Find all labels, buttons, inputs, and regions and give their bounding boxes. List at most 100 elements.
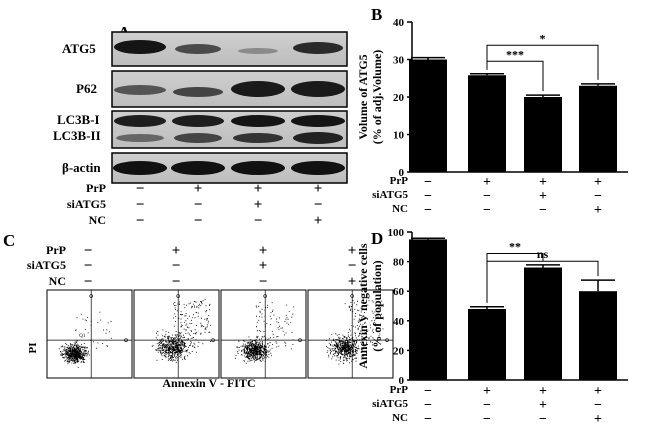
treatment-table-d: PrP siATG5 NC − + + +− − + −− − − + xyxy=(372,384,602,427)
treatment-sign: − xyxy=(194,197,203,213)
y-tick-label: 0 xyxy=(399,375,405,387)
band xyxy=(171,161,225,175)
flow-plots: Q1 xyxy=(46,289,394,379)
y-tick-label: 20 xyxy=(393,92,405,104)
quadrant-label: Q1 xyxy=(79,334,86,339)
treatment-sign: − xyxy=(483,398,491,413)
gate-marker xyxy=(89,294,93,298)
flow-xlabel: Annexin V - FITC xyxy=(162,376,255,390)
significance-label: *** xyxy=(506,47,524,61)
band xyxy=(175,44,221,54)
significance-bracket xyxy=(486,44,599,80)
treatment-label-siatg5: siATG5 xyxy=(372,398,408,410)
treatment-label-siatg5: siATG5 xyxy=(27,258,66,272)
treatment-sign: − xyxy=(594,189,602,204)
treatment-sign: − xyxy=(483,189,491,204)
band xyxy=(233,133,283,143)
treatment-sign: + xyxy=(594,384,602,399)
treatment-sign: − xyxy=(424,384,432,399)
flow-dots xyxy=(151,299,211,363)
blot-label-beta-actin: β-actin xyxy=(62,160,101,175)
treatment-sign: − xyxy=(483,412,491,427)
chart-d-ylabel-line1: Annexin V negative cells xyxy=(356,243,370,369)
treatment-sign: − xyxy=(539,203,547,218)
chart-d-ylabel-line2: (% of population) xyxy=(370,260,384,351)
treatment-sign: − xyxy=(136,181,145,197)
bar xyxy=(524,97,562,172)
band xyxy=(291,81,345,97)
blot-label-lc3b-ii: LC3B-II xyxy=(53,128,101,143)
bar xyxy=(409,59,447,172)
treatment-sign: + xyxy=(539,398,547,413)
treatment-sign: + xyxy=(594,412,602,427)
bar xyxy=(579,291,617,380)
bar xyxy=(579,85,617,172)
y-tick-label: 20 xyxy=(393,345,405,357)
gate-marker xyxy=(124,338,128,342)
y-tick-label: 10 xyxy=(393,130,405,142)
treatment-sign: − xyxy=(136,197,145,213)
flow-plot-frame xyxy=(307,289,394,379)
blot-label-p62: P62 xyxy=(76,81,97,96)
treatment-sign: + xyxy=(172,243,181,259)
band xyxy=(172,115,224,127)
band xyxy=(174,133,222,143)
treatment-sign: − xyxy=(194,213,203,229)
bar xyxy=(409,239,447,380)
treatment-sign: − xyxy=(172,258,181,274)
band xyxy=(238,48,278,54)
treatment-sign: − xyxy=(539,412,547,427)
y-tick-label: 30 xyxy=(393,55,405,67)
flow-plot-frame xyxy=(133,289,220,379)
bar xyxy=(468,308,506,380)
band xyxy=(114,40,166,54)
chart-b-ylabel-line1: Volume of ATG5 xyxy=(356,54,370,139)
gate-marker xyxy=(385,338,389,342)
treatment-sign: + xyxy=(314,213,323,229)
bar xyxy=(468,75,506,172)
treatment-sign: − xyxy=(259,274,268,290)
treatment-sign: − xyxy=(424,189,432,204)
panel-label-d: D xyxy=(371,229,383,248)
treatment-sign: + xyxy=(483,175,491,190)
treatment-sign: + xyxy=(259,258,268,274)
treatment-sign: − xyxy=(84,243,93,259)
blot-label-lc3b-i: LC3B-I xyxy=(57,112,100,127)
treatment-sign: + xyxy=(314,181,323,197)
band xyxy=(114,115,166,127)
treatment-table-b: PrP siATG5 NC − + + +− − + −− − − + xyxy=(372,175,602,218)
flow-plot-frame xyxy=(220,289,307,379)
y-tick-label: 40 xyxy=(393,316,405,328)
y-tick-label: 40 xyxy=(393,17,405,29)
treatment-sign: − xyxy=(348,258,357,274)
treatment-sign: − xyxy=(136,213,145,229)
band xyxy=(231,161,285,175)
treatment-sign: + xyxy=(348,243,357,259)
treatment-label-nc: NC xyxy=(392,412,408,424)
treatment-sign: − xyxy=(483,203,491,218)
treatment-label-nc: NC xyxy=(89,213,106,227)
treatment-sign: − xyxy=(172,274,181,290)
treatment-label-prp: PrP xyxy=(390,384,409,396)
chart-b-ylabel-line2: (% of adj.Volume) xyxy=(370,50,384,145)
band xyxy=(113,161,167,175)
treatment-sign: + xyxy=(594,203,602,218)
chart-atg5: Volume of ATG5 (% of adj.Volume) 0 10 20 30… xyxy=(356,17,628,179)
treatment-sign: + xyxy=(259,243,268,259)
significance-label: * xyxy=(540,31,546,45)
treatment-sign: + xyxy=(539,384,547,399)
gate-marker xyxy=(211,338,215,342)
y-tick-label: 60 xyxy=(393,286,405,298)
flow-plot: Q1 xyxy=(46,289,133,379)
significance-label: ** xyxy=(509,240,521,254)
significance-bracket xyxy=(486,260,599,303)
band xyxy=(116,134,164,142)
treatment-sign: − xyxy=(424,203,432,218)
treatment-sign: − xyxy=(84,258,93,274)
treatment-label-nc: NC xyxy=(49,274,66,288)
flow-plot-frame xyxy=(46,289,133,379)
western-blot: ATG5 P62 LC3B-I LC3B-II β-actin xyxy=(53,31,348,184)
treatment-sign: + xyxy=(594,175,602,190)
treatment-label-prp: PrP xyxy=(390,175,409,187)
flow-dots xyxy=(325,300,384,365)
